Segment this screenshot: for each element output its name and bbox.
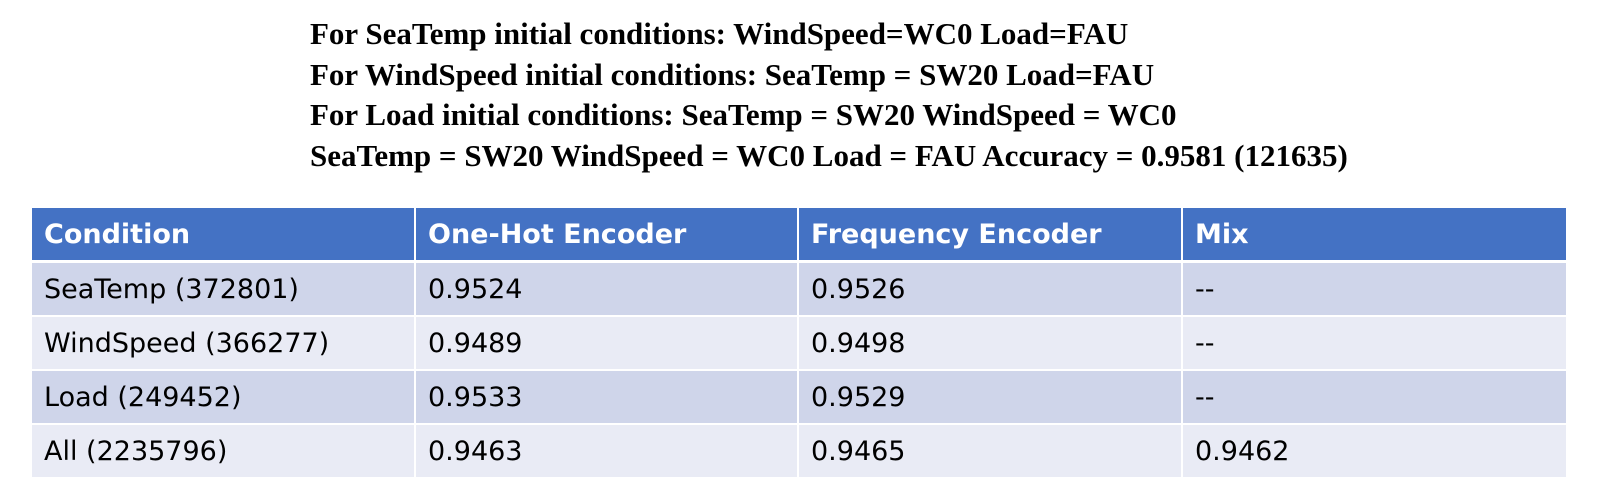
baseline-accuracy-line: SeaTemp = SW20 WindSpeed = WC0 Load = FA… [310,137,1348,173]
mix-cell: -- [1181,261,1566,317]
table-row: All (2235796) 0.9463 0.9465 0.9462 [32,424,1566,479]
seatemp-initial-conditions-line: For SeaTemp initial conditions: WindSpee… [310,16,1129,51]
condition-cell: WindSpeed (366277) [32,316,415,371]
frequency-encoder-cell: 0.9498 [797,316,1182,371]
one-hot-encoder-cell: 0.9524 [414,261,798,317]
condition-cell: SeaTemp (372801) [32,261,415,317]
table-row: Load (249452) 0.9533 0.9529 -- [32,370,1566,425]
column-header-mix: Mix [1181,208,1566,263]
condition-cell: All (2235796) [32,424,415,479]
one-hot-encoder-cell: 0.9533 [414,370,798,425]
encoder-accuracy-table: Condition One-Hot Encoder Frequency Enco… [32,208,1566,479]
table-header-row: Condition One-Hot Encoder Frequency Enco… [32,208,1566,263]
one-hot-encoder-cell: 0.9463 [414,424,798,479]
table-row: WindSpeed (366277) 0.9489 0.9498 -- [32,316,1566,371]
column-header-frequency-encoder: Frequency Encoder [797,208,1182,263]
condition-cell: Load (249452) [32,370,415,425]
mix-cell: 0.9462 [1181,424,1566,479]
mix-cell: -- [1181,316,1566,371]
windspeed-initial-conditions-line: For WindSpeed initial conditions: SeaTem… [310,56,1155,92]
conditions-header: For SeaTemp initial conditions: WindSpee… [310,14,1560,176]
frequency-encoder-cell: 0.9529 [797,370,1182,425]
load-initial-conditions-line: For Load initial conditions: SeaTemp = S… [310,97,1177,132]
frequency-encoder-cell: 0.9465 [797,424,1182,479]
table-header: Condition One-Hot Encoder Frequency Enco… [32,208,1566,263]
one-hot-encoder-cell: 0.9489 [414,316,798,371]
frequency-encoder-cell: 0.9526 [797,261,1182,317]
table-row: SeaTemp (372801) 0.9524 0.9526 -- [32,261,1566,317]
mix-cell: -- [1181,370,1566,425]
column-header-one-hot-encoder: One-Hot Encoder [414,208,798,263]
column-header-condition: Condition [32,208,415,263]
table-body: SeaTemp (372801) 0.9524 0.9526 -- WindSp… [32,261,1566,479]
